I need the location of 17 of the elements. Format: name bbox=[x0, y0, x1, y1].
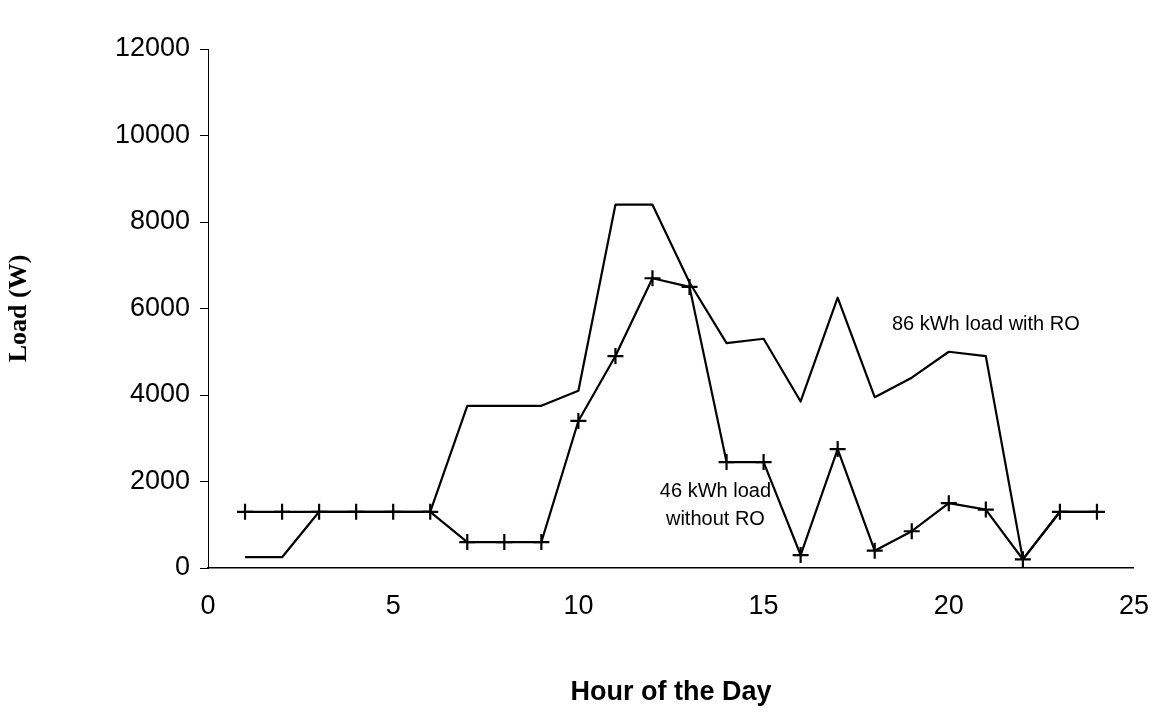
y-tick-label: 10000 bbox=[114, 118, 190, 149]
y-tick-label: 2000 bbox=[129, 464, 190, 495]
y-tick-label: 0 bbox=[174, 551, 190, 582]
x-tick-label: 10 bbox=[563, 589, 594, 620]
x-tick-label: 0 bbox=[200, 589, 216, 620]
y-tick-label: 8000 bbox=[129, 205, 190, 236]
y-tick-label: 6000 bbox=[129, 291, 190, 322]
x-axis-title: Hour of the Day bbox=[570, 676, 772, 707]
y-tick-label: 12000 bbox=[114, 32, 190, 63]
series-label: 46 kWh load without RO bbox=[659, 479, 772, 530]
series-label: 86 kWh load with RO bbox=[891, 311, 1080, 334]
y-axis-title: Load (W) bbox=[3, 254, 33, 363]
x-tick-label: 20 bbox=[933, 589, 964, 620]
x-tick-label: 25 bbox=[1118, 589, 1150, 620]
y-tick-label: 4000 bbox=[129, 378, 190, 409]
x-tick-label: 5 bbox=[385, 589, 401, 620]
x-tick-label: 15 bbox=[748, 589, 779, 620]
